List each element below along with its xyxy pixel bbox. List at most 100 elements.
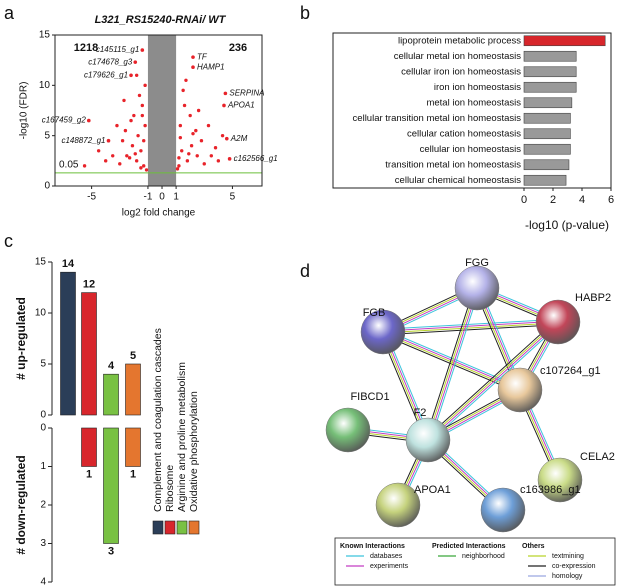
point <box>191 131 195 136</box>
annotated-point <box>106 138 111 143</box>
value-label: 5 <box>130 350 136 362</box>
y-tick-label: 4 <box>40 577 46 588</box>
point <box>143 83 147 88</box>
bar <box>523 112 571 124</box>
y-tick-label: 0 <box>40 410 46 421</box>
y-tick-label: 15 <box>39 30 51 41</box>
annotated-point <box>86 118 91 123</box>
network-node <box>325 407 371 453</box>
legend-label: Arginine and proline metabolism <box>176 362 188 512</box>
y-tick-label: 5 <box>40 359 46 370</box>
network-edge <box>381 334 520 393</box>
point <box>123 128 128 133</box>
y-tick-label: 3 <box>40 538 46 549</box>
point <box>82 164 87 168</box>
network-edge <box>430 288 481 441</box>
point <box>96 149 101 153</box>
bar <box>523 66 577 78</box>
category-label: lipoprotein metabolic process <box>398 35 521 46</box>
panel-label: c <box>4 231 13 251</box>
network-edge <box>428 288 479 441</box>
point <box>196 108 201 113</box>
point <box>132 113 136 118</box>
legend-label: Ribosome <box>164 465 176 512</box>
network-edge <box>383 330 521 390</box>
y-tick-label: 10 <box>39 80 51 91</box>
network-edge <box>428 322 559 442</box>
count-down: 1218 <box>74 42 98 54</box>
network-edge <box>424 287 475 440</box>
annotated-point <box>223 91 228 96</box>
value-label: 14 <box>62 258 75 270</box>
bar <box>103 427 119 544</box>
y-axis-label: # up-regulated <box>14 297 28 380</box>
point <box>194 128 198 133</box>
bar <box>125 363 141 416</box>
point <box>122 98 126 103</box>
legend-swatch <box>152 520 164 535</box>
network-edge <box>425 319 557 439</box>
gene-label: c145115_g1 <box>96 45 139 54</box>
legend-label: Oxidative phosphorylation <box>188 391 200 512</box>
category-label: cellular iron ion homeostasis <box>401 66 521 77</box>
category-label: cellular metal ion homeostasis <box>394 51 522 62</box>
gene-label: SERPINA <box>229 88 264 97</box>
value-label: 1 <box>86 468 92 480</box>
point <box>177 156 181 160</box>
network-node <box>360 309 406 355</box>
point <box>129 118 133 123</box>
network-node <box>454 265 500 311</box>
point <box>143 123 147 128</box>
point <box>213 146 218 150</box>
legend-label: Complement and coagulation cascades <box>152 328 164 512</box>
point <box>134 159 139 163</box>
count-up: 236 <box>229 42 247 54</box>
network-edge <box>427 320 558 440</box>
x-tick-label: 6 <box>608 194 614 206</box>
bar <box>81 427 97 467</box>
y-tick-label: 0 <box>44 181 50 192</box>
point <box>140 113 145 118</box>
bar <box>523 174 567 186</box>
gene-label: A2M <box>230 134 248 143</box>
legend-item: experiments <box>370 563 409 570</box>
network-node <box>480 487 526 533</box>
gene-label: HAMP1 <box>197 62 225 71</box>
x-tick-label: 2 <box>550 194 556 206</box>
bar <box>81 292 97 416</box>
gene-label: TF <box>197 52 208 61</box>
node-label: FGB <box>363 307 386 319</box>
node-label: c107264_g1 <box>540 365 601 377</box>
y-tick-label: 2 <box>40 500 46 511</box>
category-label: cellular cation homeostasis <box>407 128 521 139</box>
chart-title: L321_RS15240-RNAi/ WT <box>95 14 227 26</box>
point <box>187 152 191 156</box>
network-node <box>375 482 421 528</box>
annotated-point <box>129 73 133 78</box>
value-label: 1 <box>130 468 136 480</box>
y-tick-label: 1 <box>40 461 46 472</box>
legend-item: homology <box>552 573 583 580</box>
network-edge <box>383 329 522 388</box>
y-tick-label: 0 <box>40 423 46 434</box>
annotated-point <box>133 60 138 64</box>
x-tick-label: 1 <box>173 192 179 203</box>
point <box>103 159 108 163</box>
point <box>133 152 137 156</box>
point <box>142 164 146 168</box>
x-tick-label: 5 <box>230 192 236 203</box>
x-tick-label: -5 <box>87 192 96 203</box>
point <box>127 156 132 160</box>
network-edge <box>429 323 561 443</box>
point <box>184 78 188 83</box>
annotated-point <box>222 103 226 108</box>
x-tick-label: -1 <box>143 192 152 203</box>
panel-label: d <box>300 261 310 281</box>
point <box>139 166 143 170</box>
bar <box>523 97 573 109</box>
point <box>178 135 183 140</box>
gene-label: c174678_g3 <box>88 57 133 66</box>
plot-frame <box>332 32 612 189</box>
y-tick-label: 5 <box>44 130 50 141</box>
